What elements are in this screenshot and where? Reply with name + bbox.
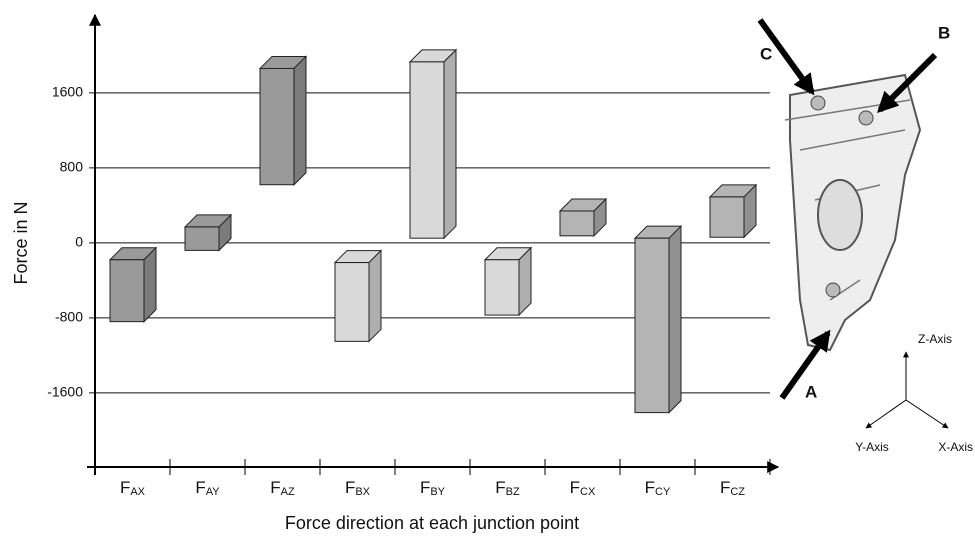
- category-symbol: F: [420, 478, 430, 497]
- bolt: [826, 283, 840, 297]
- bar-side: [369, 251, 381, 342]
- bar: [485, 260, 519, 315]
- axis-arrow: [906, 400, 948, 428]
- chart: Force in N Force direction at each junct…: [0, 0, 975, 539]
- bar: [635, 238, 669, 412]
- point-label: B: [938, 23, 950, 42]
- bar-side: [144, 248, 156, 322]
- category-subscript: BY: [430, 486, 445, 498]
- point-label: A: [805, 382, 817, 401]
- y-tick-label: 800: [60, 159, 84, 175]
- category-symbol: F: [120, 478, 130, 497]
- bolt: [811, 96, 825, 110]
- bar-side: [294, 56, 306, 184]
- y-tick-label: 1600: [52, 84, 83, 100]
- y-axis-label: Force in N: [11, 201, 31, 284]
- category-symbol: F: [720, 478, 730, 497]
- category-subscript: AX: [130, 486, 145, 498]
- x-tick-label: FBY: [420, 478, 446, 497]
- axis-name: Z-Axis: [918, 332, 952, 346]
- y-tick-label: 0: [75, 234, 83, 250]
- x-tick-label: FAY: [195, 478, 220, 497]
- x-tick-label: FCZ: [720, 478, 745, 497]
- x-tick-label: FAX: [120, 478, 146, 497]
- bar: [710, 197, 744, 237]
- bar: [335, 263, 369, 342]
- bar: [260, 68, 294, 184]
- category-subscript: BX: [355, 486, 370, 498]
- illustration: C B A Z-Axis Y-Axis X-Axis: [760, 20, 973, 454]
- category-symbol: F: [270, 478, 280, 497]
- bar: [185, 227, 219, 250]
- x-axis-label: Force direction at each junction point: [285, 513, 579, 533]
- x-tick-label: FBZ: [495, 478, 520, 497]
- bar-side: [519, 248, 531, 315]
- category-subscript: AY: [206, 486, 221, 498]
- category-symbol: F: [645, 478, 655, 497]
- axis-name: Y-Axis: [855, 440, 889, 454]
- category-subscript: CZ: [730, 486, 745, 498]
- point-label: C: [760, 44, 772, 63]
- x-tick-label: FCY: [645, 478, 671, 497]
- category-subscript: CX: [580, 486, 596, 498]
- category-subscript: CY: [655, 486, 671, 498]
- bolt: [859, 111, 873, 125]
- bar: [110, 260, 144, 322]
- category-symbol: F: [195, 478, 205, 497]
- x-tick-label: FBX: [345, 478, 371, 497]
- bar: [560, 211, 594, 236]
- bar-side: [444, 50, 456, 238]
- category-symbol: F: [345, 478, 355, 497]
- category-subscript: AZ: [281, 486, 295, 498]
- category-symbol: F: [495, 478, 505, 497]
- bar-side: [669, 226, 681, 412]
- y-tick-label: -800: [55, 309, 83, 325]
- axis-arrow: [866, 400, 906, 428]
- y-tick-label: -1600: [47, 384, 83, 400]
- part-bore: [818, 180, 862, 250]
- x-tick-label: FAZ: [270, 478, 295, 497]
- category-symbol: F: [570, 478, 580, 497]
- category-subscript: BZ: [506, 486, 520, 498]
- bar: [410, 62, 444, 238]
- x-tick-label: FCX: [570, 478, 596, 497]
- axis-name: X-Axis: [938, 440, 973, 454]
